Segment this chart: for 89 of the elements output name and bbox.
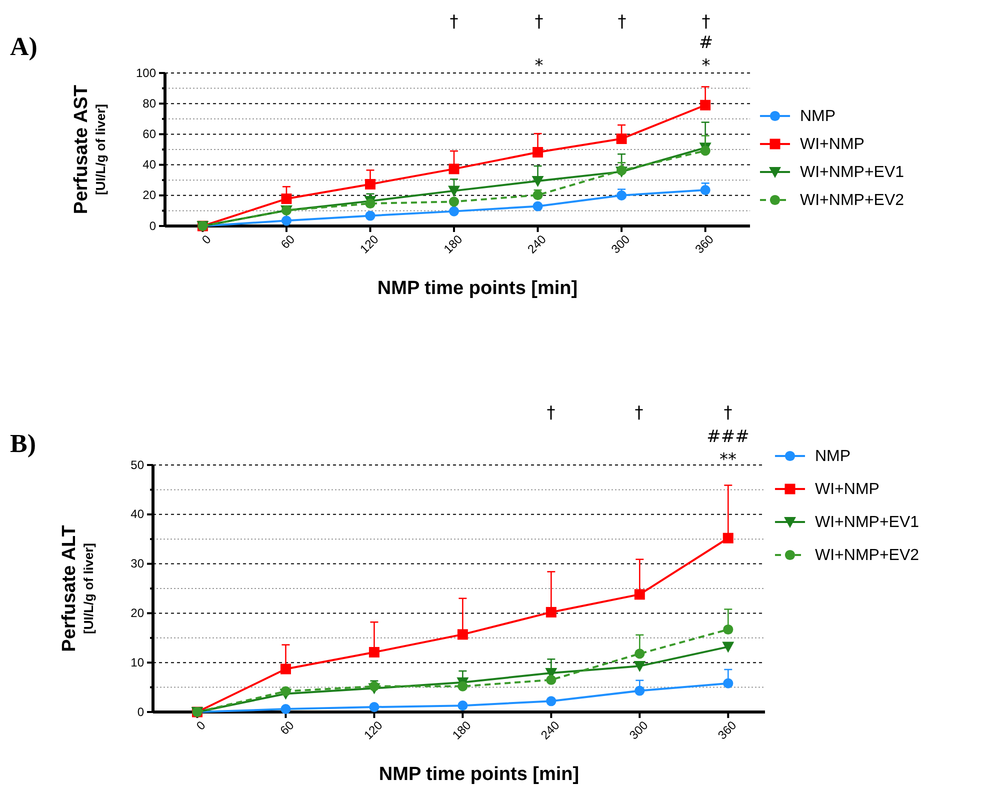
point (280, 686, 291, 696)
point (532, 147, 544, 158)
point (448, 206, 460, 216)
point (616, 165, 627, 176)
point (458, 681, 468, 692)
point (281, 194, 292, 204)
y-tick-label: 50 (130, 458, 144, 472)
point (369, 681, 380, 692)
y-tick-label: 100 (136, 66, 156, 80)
y-tick-label: 40 (130, 507, 144, 522)
chart-title: B) (10, 429, 36, 458)
y-tick-label: 80 (142, 96, 156, 110)
legend-label: WI+NMP+EV1 (815, 514, 920, 531)
y-tick-label: 0 (137, 704, 144, 719)
point (546, 696, 556, 706)
point (280, 664, 291, 674)
legend-label: WI+NMP (800, 136, 864, 153)
legend-label: NMP (815, 448, 851, 465)
y-axis-title: Perfusate ALT [UI/L/g of liver] (59, 524, 96, 652)
text: † (724, 403, 733, 423)
point (365, 210, 376, 221)
x-tick-label: 0 (199, 232, 214, 247)
text: ### (706, 427, 750, 447)
x-tick-label: 300 (608, 232, 633, 256)
x-tick-label: 0 (194, 718, 208, 733)
x-tick-label: 120 (361, 718, 386, 742)
point (546, 674, 556, 685)
point (448, 196, 460, 207)
x-tick-label: 180 (450, 718, 474, 742)
point (532, 201, 543, 212)
point (280, 704, 291, 714)
point (634, 661, 646, 672)
x-tick-label: 120 (357, 232, 382, 256)
point (700, 146, 710, 156)
point (722, 642, 734, 653)
text: † (618, 12, 627, 32)
chart-title: A) (10, 32, 38, 61)
x-axis-title: NMP time points [min] (377, 278, 578, 299)
point (532, 176, 544, 188)
text: # (698, 33, 714, 53)
x-tick-label: 60 (278, 232, 298, 252)
x-tick-label: 240 (538, 718, 562, 742)
annotation: ** (720, 450, 736, 470)
legend-label: WI+NMP+EV1 (800, 164, 904, 181)
point (634, 589, 645, 600)
y-tick-label: 0 (149, 218, 156, 233)
point (723, 624, 734, 635)
text: † (534, 12, 544, 32)
point (457, 629, 468, 640)
text: † (546, 403, 556, 423)
point (448, 164, 460, 174)
y-tick-label: 10 (130, 655, 144, 670)
x-tick-label: 360 (715, 718, 740, 742)
legend-label: WI+NMP+EV2 (815, 547, 920, 564)
y-tick-label: 40 (142, 158, 156, 172)
text: † (702, 12, 711, 32)
point (634, 686, 645, 696)
y-tick-label: 20 (130, 606, 144, 620)
text: † (450, 12, 459, 32)
legend-label: WI+NMP (815, 481, 880, 498)
x-tick-label: 240 (524, 232, 550, 256)
point (368, 646, 380, 658)
x-tick-label: 180 (440, 232, 466, 256)
text: † (634, 403, 644, 423)
y-tick-label: 30 (130, 556, 144, 571)
legend-label: NMP (800, 108, 836, 125)
point (458, 700, 468, 711)
y-axis-title: Perfusate AST [UI/L/g of liver] (71, 84, 108, 214)
x-tick-label: 360 (692, 232, 717, 256)
point (281, 216, 292, 226)
y-tick-label: 60 (142, 127, 156, 142)
legend-label: WI+NMP+EV2 (800, 192, 904, 209)
y-tick-label: 20 (142, 188, 156, 202)
point (364, 178, 376, 190)
point (532, 190, 543, 200)
point (616, 134, 627, 144)
point (700, 100, 711, 110)
x-axis-title: NMP time points [min] (378, 764, 580, 785)
point (369, 702, 380, 712)
point (722, 532, 734, 544)
x-tick-label: 300 (626, 718, 651, 742)
point (546, 606, 556, 618)
point (723, 678, 734, 688)
point (634, 648, 645, 659)
annotation: * (702, 56, 710, 76)
annotation: * (534, 56, 544, 76)
x-tick-label: 60 (277, 718, 297, 738)
point (448, 186, 460, 197)
point (616, 190, 627, 200)
